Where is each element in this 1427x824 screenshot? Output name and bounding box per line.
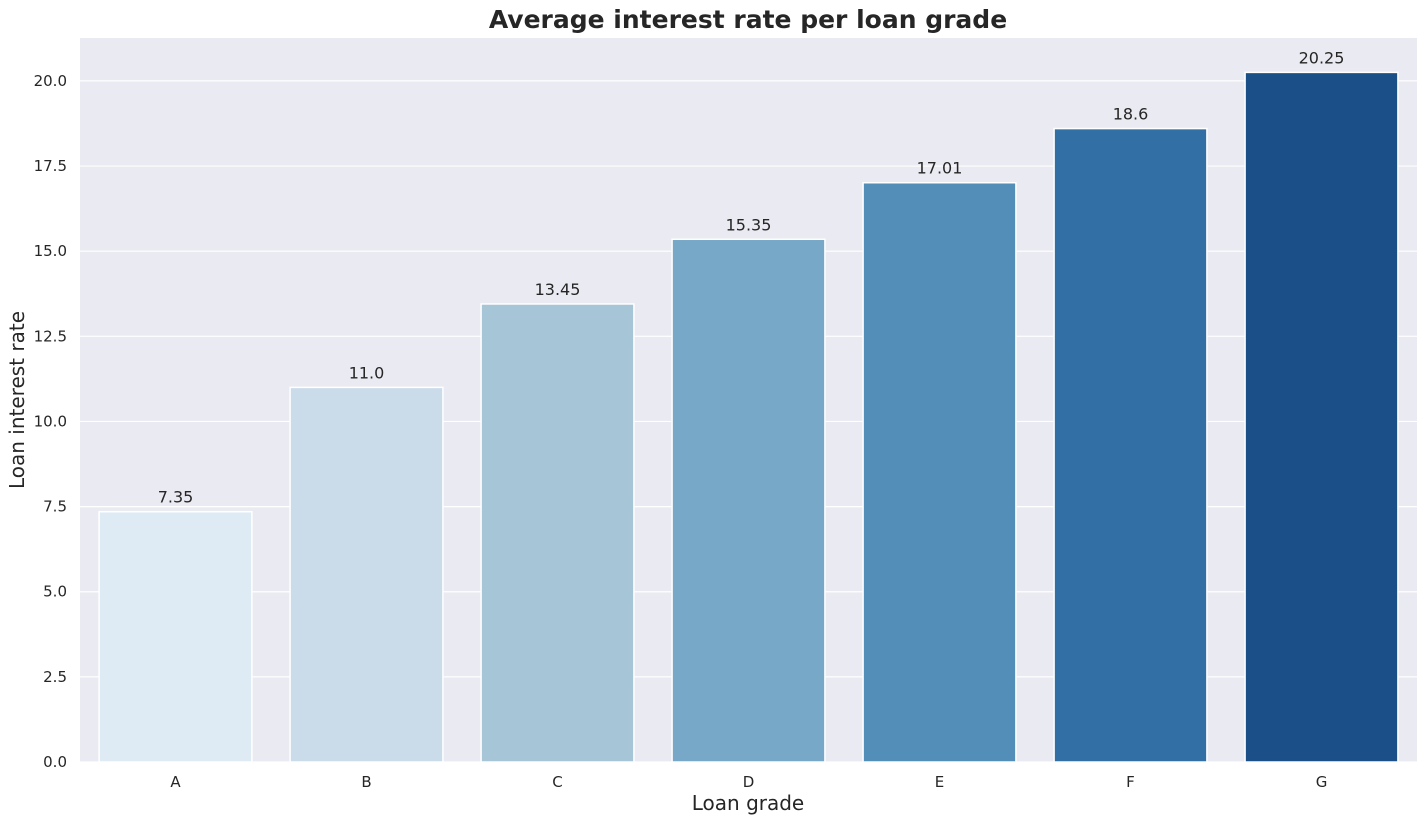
bar-e [862, 181, 1017, 763]
x-tick-label: D [743, 773, 755, 791]
data-label: 18.6 [1113, 105, 1149, 124]
y-tick-label: 0.0 [43, 753, 67, 771]
x-axis-label: Loan grade [692, 791, 805, 815]
x-tick-label: E [935, 773, 944, 791]
y-axis-label: Loan interest rate [5, 311, 29, 489]
x-tick-label: C [552, 773, 562, 791]
y-tick-label: 17.5 [34, 157, 67, 175]
y-axis-ticks: 0.0 2.5 5.0 7.5 10.0 12.5 15.0 17.5 20.0 [34, 72, 67, 771]
data-labels: 7.35 11.0 13.45 15.35 17.01 18.6 20.25 [158, 48, 1345, 506]
x-tick-label: B [361, 773, 371, 791]
bar-b [289, 386, 444, 763]
bar-g [1244, 71, 1399, 763]
y-tick-label: 15.0 [34, 242, 67, 260]
bar-c [480, 303, 635, 763]
bar-f [1053, 127, 1208, 763]
y-tick-label: 12.5 [34, 327, 67, 345]
bars [98, 71, 1399, 763]
y-tick-label: 20.0 [34, 72, 67, 90]
data-label: 17.01 [917, 159, 963, 178]
y-tick-label: 5.0 [43, 583, 67, 601]
bar-d [671, 238, 826, 763]
x-axis-ticks: A B C D E F G [170, 773, 1327, 791]
data-label: 20.25 [1299, 48, 1345, 67]
data-label: 15.35 [726, 215, 772, 234]
data-label: 11.0 [349, 363, 385, 382]
x-tick-label: G [1316, 773, 1328, 791]
bar-a [98, 510, 253, 763]
chart-title: Average interest rate per loan grade [489, 5, 1007, 34]
x-tick-label: F [1126, 773, 1135, 791]
x-tick-label: A [170, 773, 181, 791]
data-label: 7.35 [158, 488, 194, 507]
y-tick-label: 10.0 [34, 412, 67, 430]
y-tick-label: 2.5 [43, 668, 67, 686]
data-label: 13.45 [535, 280, 581, 299]
y-tick-label: 7.5 [43, 498, 67, 516]
